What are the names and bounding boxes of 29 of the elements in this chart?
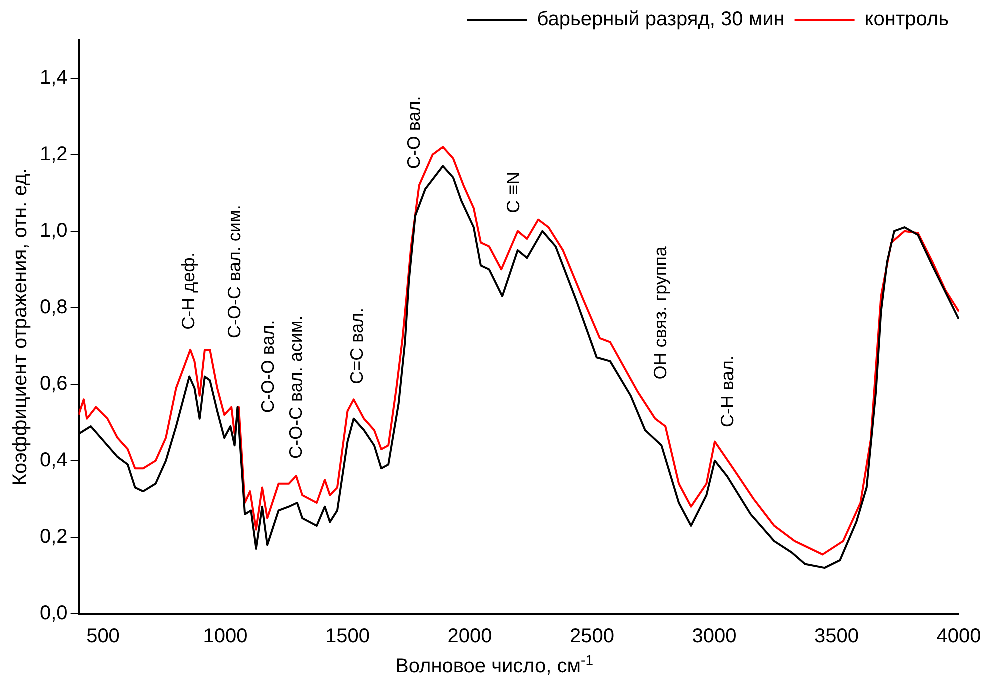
annotation: C ≡N (503, 172, 524, 214)
y-tick-label: 1,2 (40, 143, 68, 166)
annotation: OH связ. группа (650, 246, 670, 380)
y-tick-label: 0,2 (40, 526, 68, 548)
annotation: C-O-O вал. (258, 320, 278, 414)
x-tick-label: 2000 (448, 626, 492, 648)
x-tick-label: 1500 (326, 626, 370, 648)
y-tick-label: 1,4 (40, 66, 68, 89)
legend-label: барьерный разряд, 30 мин (537, 8, 785, 31)
y-axis-title: Коэффициент отражения, отн. ед. (10, 168, 32, 486)
x-tick-label: 3000 (692, 626, 737, 648)
x-tick-label: 500 (86, 626, 120, 648)
x-tick-label: 4000 (936, 626, 982, 648)
legend-label: контроль (864, 8, 950, 31)
y-tick-label: 0,4 (40, 449, 68, 472)
x-tick-label: 1000 (203, 626, 248, 648)
annotation: C-H деф. (178, 252, 199, 330)
x-axis-title: Волновое число, см$^{-1}$ (394, 652, 594, 679)
y-tick-label: 1,0 (40, 220, 68, 242)
annotation: C-O-C вал. асим. (286, 316, 306, 460)
x-tick-label: 3500 (814, 626, 859, 648)
annotation: C-O-C вал. сим. (224, 205, 244, 338)
y-tick-label: 0,6 (40, 372, 68, 395)
y-tick-label: 0,0 (40, 602, 68, 625)
annotation: C=C вал. (346, 308, 367, 384)
x-tick-label: 2500 (570, 626, 614, 648)
annotation: C-O вал. (404, 96, 424, 170)
annotation: C-H вал. (717, 356, 738, 428)
y-tick-label: 0,8 (40, 296, 68, 318)
